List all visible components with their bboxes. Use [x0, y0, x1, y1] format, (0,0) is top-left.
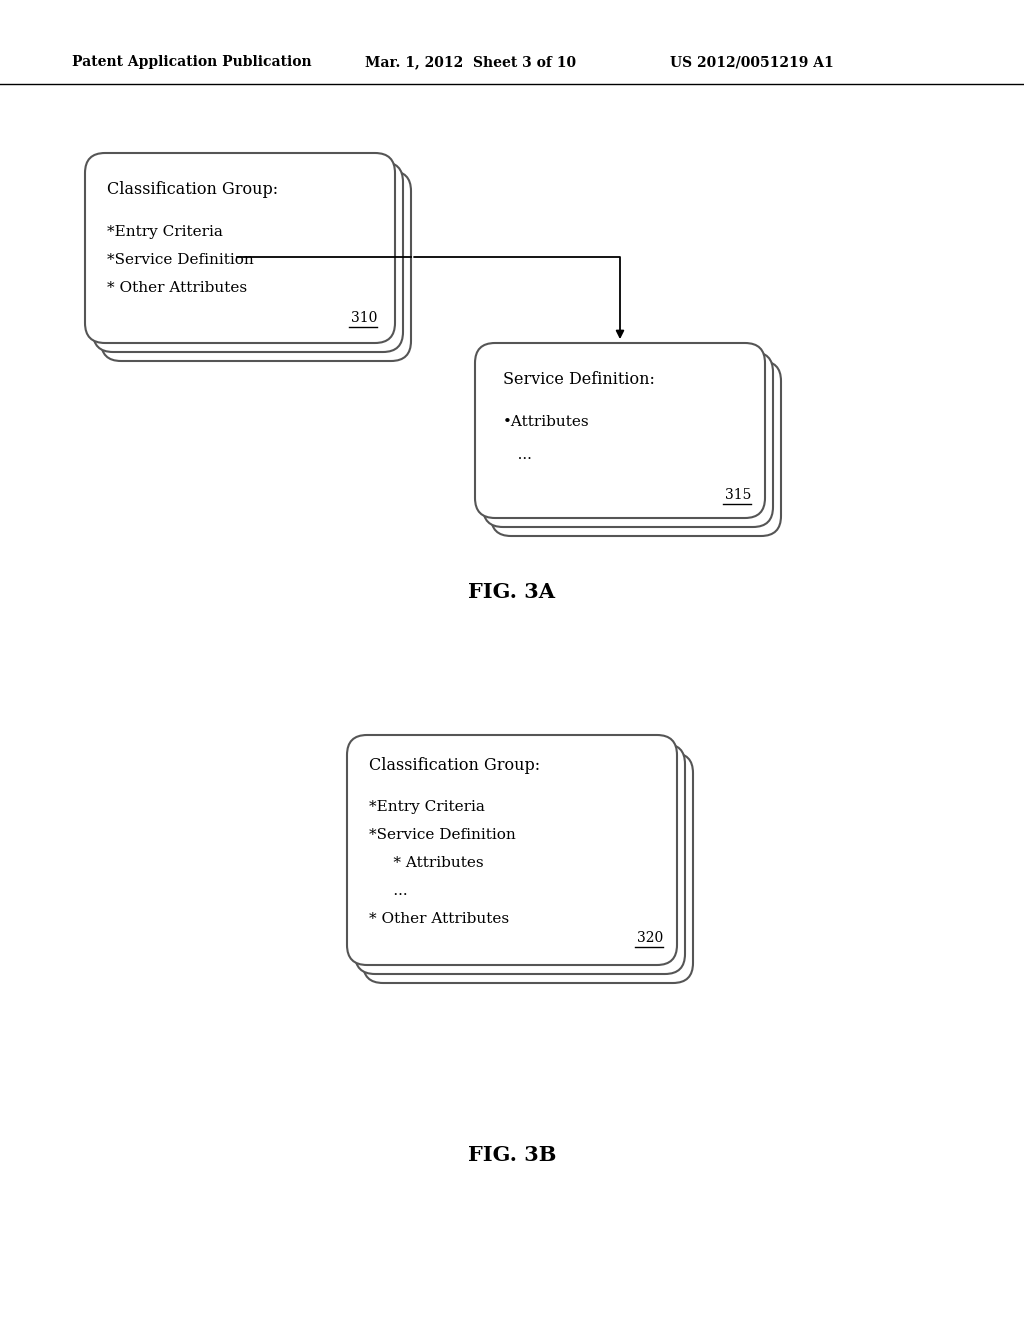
FancyBboxPatch shape — [85, 153, 395, 343]
Text: *Entry Criteria: *Entry Criteria — [369, 800, 485, 814]
Text: *Service Definition: *Service Definition — [106, 253, 254, 267]
Text: FIG. 3B: FIG. 3B — [468, 1144, 556, 1166]
Text: 315: 315 — [725, 488, 751, 502]
FancyBboxPatch shape — [93, 162, 403, 352]
FancyBboxPatch shape — [362, 752, 693, 983]
Text: Classification Group:: Classification Group: — [369, 756, 540, 774]
Text: ...: ... — [503, 447, 531, 462]
Text: FIG. 3A: FIG. 3A — [469, 582, 555, 602]
FancyBboxPatch shape — [490, 360, 781, 536]
Text: * Other Attributes: * Other Attributes — [106, 281, 247, 294]
Text: Service Definition:: Service Definition: — [503, 371, 655, 388]
FancyBboxPatch shape — [355, 744, 685, 974]
Text: Classification Group:: Classification Group: — [106, 181, 279, 198]
Text: Mar. 1, 2012  Sheet 3 of 10: Mar. 1, 2012 Sheet 3 of 10 — [365, 55, 577, 69]
Text: * Attributes: * Attributes — [369, 855, 483, 870]
FancyBboxPatch shape — [475, 343, 765, 517]
FancyBboxPatch shape — [347, 735, 677, 965]
Text: *Entry Criteria: *Entry Criteria — [106, 224, 223, 239]
FancyBboxPatch shape — [483, 352, 773, 527]
Text: Patent Application Publication: Patent Application Publication — [72, 55, 311, 69]
Text: US 2012/0051219 A1: US 2012/0051219 A1 — [670, 55, 834, 69]
Text: * Other Attributes: * Other Attributes — [369, 912, 509, 927]
Text: 310: 310 — [350, 312, 377, 325]
Text: 320: 320 — [637, 931, 663, 945]
Text: *Service Definition: *Service Definition — [369, 828, 516, 842]
Text: •Attributes: •Attributes — [503, 414, 590, 429]
Text: ...: ... — [369, 884, 408, 898]
FancyBboxPatch shape — [101, 172, 411, 360]
